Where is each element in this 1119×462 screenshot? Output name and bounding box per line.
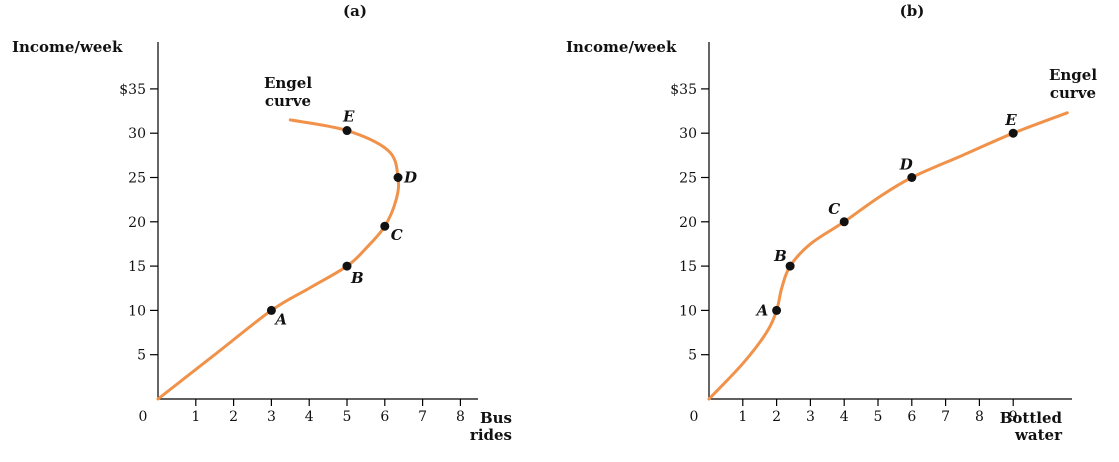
curve-label: Engel [1049, 66, 1097, 84]
point-label: A [273, 310, 287, 328]
panel-title: (a) [343, 2, 367, 20]
data-point-e [342, 126, 352, 136]
data-point-a [772, 305, 782, 315]
chart-panel-b: (b) Income/week 5 10 15 20 25 30 $35 0 1 2 3 4 5 6 7 8 9Bo… [566, 2, 1097, 444]
curve-label: curve [265, 92, 311, 110]
x-tick-label: 0 [690, 409, 699, 425]
y-tick-label: 25 [128, 171, 146, 187]
x-tick-label: 5 [874, 409, 883, 425]
x-axis-label: Bus [480, 409, 512, 427]
point-label: D [899, 156, 913, 174]
x-tick-label: 6 [380, 409, 389, 425]
x-tick-label: 1 [738, 409, 747, 425]
y-axis-label: Income/week [566, 38, 677, 56]
panel-title: (b) [900, 2, 925, 20]
x-tick-label: 0 [139, 409, 148, 425]
x-tick-label: 7 [941, 409, 950, 425]
x-axis-label: water [1014, 426, 1063, 444]
engel-curve-line [156, 118, 401, 401]
x-tick-label: 6 [907, 409, 916, 425]
x-tick-label: 8 [975, 409, 984, 425]
x-tick-label: 4 [840, 409, 849, 425]
y-tick-label: 30 [679, 126, 697, 142]
data-point-c [839, 217, 849, 227]
y-tick-label: 20 [128, 215, 146, 231]
point-label: A [755, 301, 769, 319]
x-tick-label: 4 [305, 409, 314, 425]
y-tick-label: $35 [670, 82, 697, 98]
curve-label: Engel [264, 74, 312, 92]
x-tick-label: 8 [456, 409, 465, 425]
y-tick-label: 5 [688, 348, 697, 364]
x-tick-label: 3 [267, 409, 276, 425]
point-label: B [773, 247, 787, 265]
x-tick-label: 1 [191, 409, 200, 425]
point-label: E [342, 108, 355, 126]
data-point-a [266, 305, 276, 315]
y-tick-label: 10 [128, 303, 146, 319]
data-point-e [1008, 128, 1018, 138]
y-tick-label: 5 [137, 348, 146, 364]
x-tick-label: 2 [772, 409, 781, 425]
x-tick-label: 3 [806, 409, 815, 425]
data-point-c [380, 221, 390, 231]
y-tick-label: 15 [679, 259, 697, 275]
engel-curve-line [707, 111, 1069, 401]
x-tick-label: 2 [229, 409, 238, 425]
data-point-d [907, 173, 917, 182]
data-point-b [785, 261, 795, 271]
data-point-b [342, 261, 352, 271]
point-label: B [350, 269, 364, 287]
point-label: C [391, 226, 403, 244]
y-tick-label: 20 [679, 215, 697, 231]
chart-panel-a: (a) Income/week 5 10 15 20 25 30 $35 0 1 2 3 4 5 6 7 8 Bus… [12, 2, 512, 444]
y-tick-label: 25 [679, 171, 697, 187]
y-axis-label: Income/week [12, 38, 123, 56]
x-tick-label: 5 [343, 409, 352, 425]
point-label: D [403, 169, 417, 187]
y-tick-label: 30 [128, 126, 146, 142]
y-tick-label: 10 [679, 303, 697, 319]
point-label: E [1004, 111, 1017, 129]
x-axis-label: rides [470, 426, 512, 444]
curve-label: curve [1050, 84, 1096, 102]
y-tick-label: $35 [119, 82, 146, 98]
x-axis-label: Bottled [1000, 409, 1063, 427]
y-tick-label: 15 [128, 259, 146, 275]
x-tick-label: 7 [418, 409, 427, 425]
x-tick-label: 9 [1009, 409, 1018, 425]
data-point-d [393, 173, 403, 182]
point-label: C [828, 200, 840, 218]
